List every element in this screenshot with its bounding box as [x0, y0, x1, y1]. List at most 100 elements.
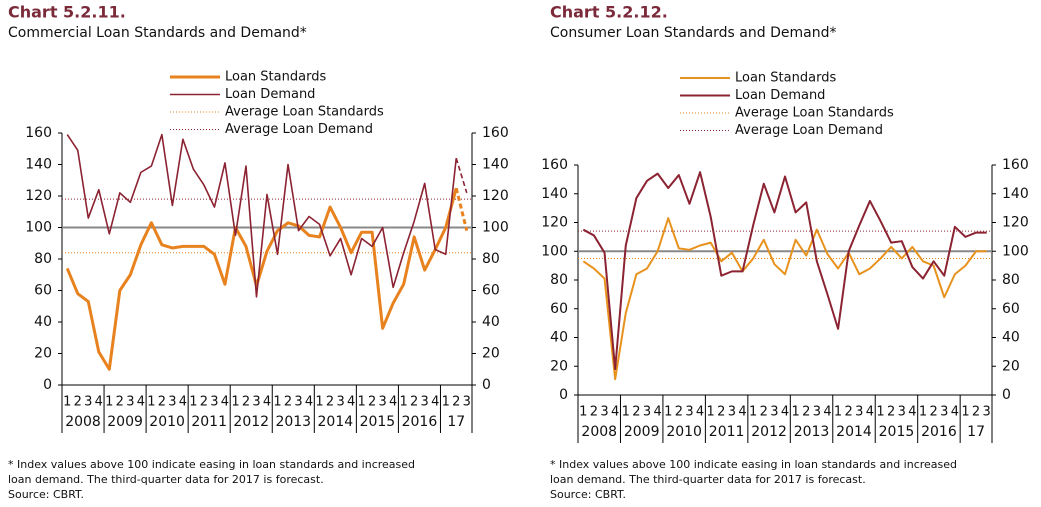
x-tick-label: 2	[632, 405, 640, 420]
y2-tick-label: 0	[482, 377, 491, 393]
footnote: * Index values above 100 indicate easing…	[550, 458, 957, 471]
y-tick-label: 60	[34, 283, 52, 299]
y2-tick-label: 20	[482, 346, 500, 362]
year-label: 2009	[624, 424, 660, 440]
x-tick-label: 3	[168, 395, 176, 410]
y2-tick-label: 160	[482, 125, 509, 141]
year-label: 2014	[318, 414, 354, 430]
y2-tick-label: 0	[1002, 387, 1011, 403]
x-tick-label: 1	[876, 405, 884, 420]
y-tick-label: 0	[43, 377, 52, 393]
legend-label: Loan Demand	[225, 87, 315, 102]
x-tick-label: 4	[305, 395, 313, 410]
year-label: 2016	[402, 414, 438, 430]
x-tick-label: 1	[834, 405, 842, 420]
footnote: loan demand. The third-quarter data for …	[550, 473, 866, 486]
legend-label: Loan Standards	[225, 70, 326, 85]
x-tick-label: 4	[431, 395, 439, 410]
y2-tick-label: 120	[482, 188, 509, 204]
year-label: 2015	[879, 424, 915, 440]
y2-tick-label: 160	[1002, 157, 1029, 173]
x-tick-label: 1	[273, 395, 281, 410]
x-tick-label: 2	[675, 405, 683, 420]
legend-label: Average Loan Standards	[225, 105, 384, 120]
x-tick-label: 3	[898, 405, 906, 420]
y2-tick-label: 20	[1002, 358, 1020, 374]
series-line	[66, 133, 458, 298]
x-tick-label: 3	[600, 405, 608, 420]
y-tick-label: 160	[541, 157, 568, 173]
x-tick-label: 4	[263, 395, 271, 410]
x-tick-label: 2	[368, 395, 376, 410]
x-tick-label: 2	[887, 405, 895, 420]
x-tick-label: 1	[315, 395, 323, 410]
y-tick-label: 60	[550, 301, 568, 317]
x-tick-label: 2	[717, 405, 725, 420]
x-tick-label: 3	[855, 405, 863, 420]
x-tick-label: 3	[770, 405, 778, 420]
footnote: loan demand. The third-quarter data for …	[8, 473, 324, 486]
x-tick-label: 2	[410, 395, 418, 410]
x-tick-label: 3	[728, 405, 736, 420]
x-tick-label: 4	[908, 405, 916, 420]
x-tick-label: 2	[972, 405, 980, 420]
year-label: 2012	[233, 414, 269, 430]
x-tick-label: 4	[179, 395, 187, 410]
y-tick-label: 40	[550, 330, 568, 346]
x-tick-label: 4	[866, 405, 874, 420]
x-tick-label: 2	[242, 395, 250, 410]
x-tick-label: 1	[357, 395, 365, 410]
x-tick-label: 3	[84, 395, 92, 410]
x-tick-label: 1	[791, 405, 799, 420]
x-tick-label: 2	[452, 395, 460, 410]
y-tick-label: 100	[541, 243, 568, 259]
chart-subtitle: Commercial Loan Standards and Demand*	[8, 25, 307, 41]
x-tick-label: 3	[294, 395, 302, 410]
y2-tick-label: 140	[482, 157, 509, 173]
year-label: 2013	[275, 414, 311, 430]
year-label: 2010	[149, 414, 185, 430]
x-tick-label: 2	[200, 395, 208, 410]
y-tick-label: 140	[541, 186, 568, 202]
x-tick-label: 4	[738, 405, 746, 420]
x-tick-label: 1	[579, 405, 587, 420]
year-label: 2013	[794, 424, 830, 440]
year-label: 2014	[836, 424, 872, 440]
y2-tick-label: 100	[1002, 243, 1029, 259]
y-tick-label: 40	[34, 314, 52, 330]
year-label: 2011	[191, 414, 227, 430]
x-tick-label: 3	[463, 395, 471, 410]
y-tick-label: 20	[550, 358, 568, 374]
year-label: 2009	[107, 414, 143, 430]
series-line	[454, 187, 469, 232]
x-tick-label: 1	[63, 395, 71, 410]
chart-subtitle: Consumer Loan Standards and Demand*	[550, 25, 836, 41]
year-label: 2011	[709, 424, 745, 440]
year-label: 2010	[666, 424, 702, 440]
series-line	[582, 171, 987, 371]
chart-title: Chart 5.2.11.	[8, 3, 126, 22]
x-tick-label: 3	[983, 405, 991, 420]
y2-tick-label: 80	[482, 251, 500, 267]
source: Source: CBRT.	[8, 488, 84, 501]
x-tick-label: 1	[147, 395, 155, 410]
x-tick-label: 4	[611, 405, 619, 420]
x-tick-label: 3	[813, 405, 821, 420]
x-tick-label: 2	[326, 395, 334, 410]
y-tick-label: 0	[559, 387, 568, 403]
x-tick-label: 2	[929, 405, 937, 420]
x-tick-label: 3	[379, 395, 387, 410]
x-tick-label: 1	[961, 405, 969, 420]
x-tick-label: 4	[137, 395, 145, 410]
x-tick-label: 2	[760, 405, 768, 420]
footnote: * Index values above 100 indicate easing…	[8, 458, 415, 471]
x-tick-label: 1	[749, 405, 757, 420]
y-tick-label: 140	[25, 157, 52, 173]
x-tick-label: 1	[707, 405, 715, 420]
x-tick-label: 2	[845, 405, 853, 420]
year-label: 17	[967, 424, 985, 440]
year-label: 2016	[921, 424, 957, 440]
x-tick-label: 2	[158, 395, 166, 410]
x-tick-label: 4	[347, 395, 355, 410]
